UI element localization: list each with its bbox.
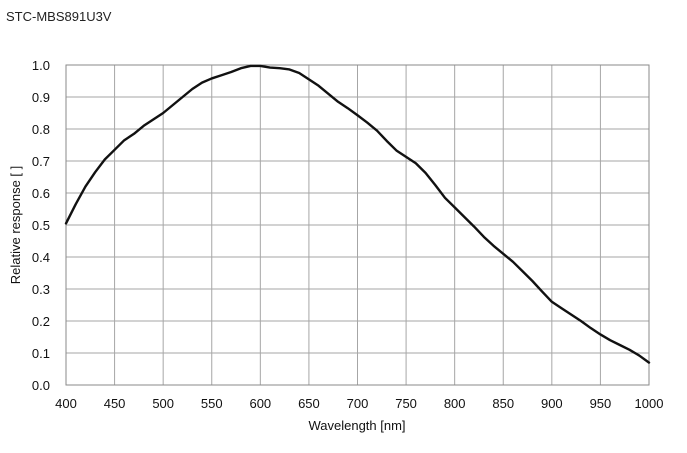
- x-tick-label: 600: [249, 396, 271, 411]
- x-tick-label: 850: [492, 396, 514, 411]
- x-tick-label: 450: [104, 396, 126, 411]
- y-tick-label: 0.1: [32, 346, 50, 361]
- y-tick-label: 0.6: [32, 186, 50, 201]
- series-line: [64, 64, 651, 364]
- tick-labels: 400 450 500 550 600 650 700 750 800 850 900 950 1000…: [32, 58, 664, 411]
- x-axis-label: Wavelength [nm]: [308, 418, 405, 433]
- x-tick-label: 1000: [635, 396, 664, 411]
- grid: [65, 64, 650, 386]
- x-tick-label: 700: [347, 396, 369, 411]
- x-tick-label: 800: [444, 396, 466, 411]
- x-tick-label: 950: [590, 396, 612, 411]
- plot-frame: [65, 64, 650, 386]
- y-tick-label: 0.5: [32, 218, 50, 233]
- chart-title: STC-MBS891U3V: [6, 9, 112, 24]
- y-tick-label: 0.3: [32, 282, 50, 297]
- x-tick-label: 500: [152, 396, 174, 411]
- y-axis-label: Relative response [ ]: [8, 166, 23, 285]
- y-tick-label: 0.2: [32, 314, 50, 329]
- y-tick-label: 0.7: [32, 154, 50, 169]
- x-tick-label: 900: [541, 396, 563, 411]
- y-tick-label: 0.0: [32, 378, 50, 393]
- x-tick-label: 650: [298, 396, 320, 411]
- x-tick-label: 400: [55, 396, 77, 411]
- y-tick-label: 1.0: [32, 58, 50, 73]
- x-tick-label: 750: [395, 396, 417, 411]
- x-tick-label: 550: [201, 396, 223, 411]
- y-tick-label: 0.8: [32, 122, 50, 137]
- y-tick-label: 0.4: [32, 250, 50, 265]
- y-tick-label: 0.9: [32, 90, 50, 105]
